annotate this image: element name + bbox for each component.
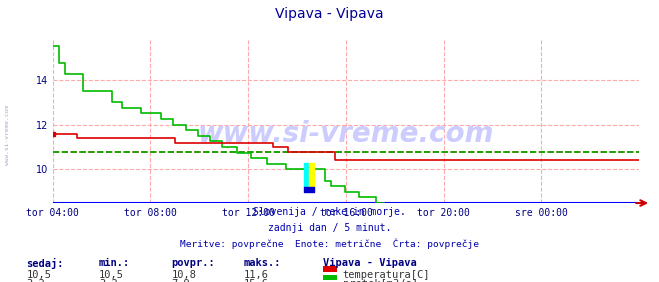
Text: Meritve: povprečne  Enote: metrične  Črta: povprečje: Meritve: povprečne Enote: metrične Črta:…: [180, 238, 479, 249]
Text: maks.:: maks.:: [244, 258, 281, 268]
Text: www.si-vreme.com: www.si-vreme.com: [5, 105, 11, 165]
Text: 3,2: 3,2: [26, 279, 45, 282]
Text: 7,9: 7,9: [171, 279, 190, 282]
Text: Slovenija / reke in morje.: Slovenija / reke in morje.: [253, 207, 406, 217]
Text: 10,5: 10,5: [26, 270, 51, 280]
Text: Vipava - Vipava: Vipava - Vipava: [275, 7, 384, 21]
Text: min.:: min.:: [99, 258, 130, 268]
Text: sedaj:: sedaj:: [26, 258, 64, 269]
Text: temperatura[C]: temperatura[C]: [343, 270, 430, 280]
Text: pretok[m3/s]: pretok[m3/s]: [343, 279, 418, 282]
Text: povpr.:: povpr.:: [171, 258, 215, 268]
Text: 11,6: 11,6: [244, 270, 269, 280]
Text: 10,8: 10,8: [171, 270, 196, 280]
Text: zadnji dan / 5 minut.: zadnji dan / 5 minut.: [268, 223, 391, 233]
Text: 3,2: 3,2: [99, 279, 117, 282]
Text: 10,5: 10,5: [99, 270, 124, 280]
Text: www.si-vreme.com: www.si-vreme.com: [198, 120, 494, 148]
Text: Vipava - Vipava: Vipava - Vipava: [323, 258, 416, 268]
Text: 15,6: 15,6: [244, 279, 269, 282]
